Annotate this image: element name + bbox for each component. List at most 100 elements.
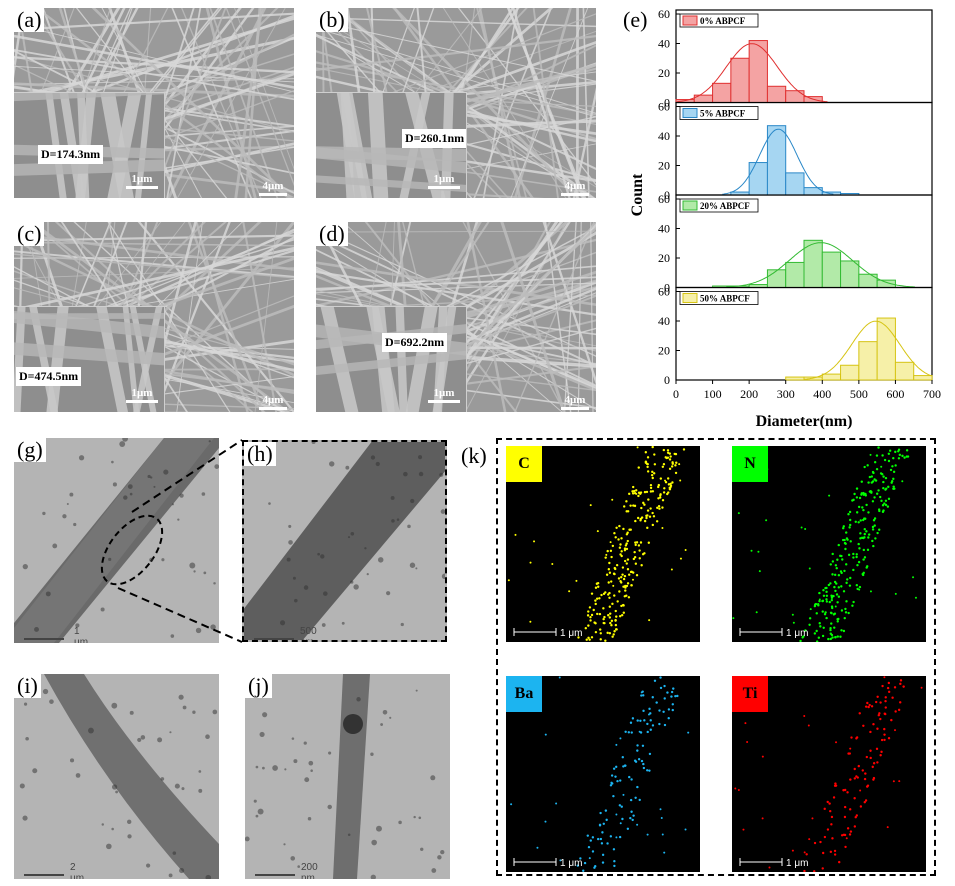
eds-scale-bar: 1 μm	[560, 628, 583, 639]
fit-curve	[722, 128, 834, 195]
histogram-bar	[821, 373, 842, 381]
panel-label: (c)	[14, 222, 45, 246]
sem-inset: D=692.2nm 1μm	[316, 306, 467, 412]
panel-label: (b)	[316, 8, 348, 32]
sem-panel-b: D=260.1nm 1μm 4μm (b)	[316, 8, 596, 198]
main-scale-bar: 4μm	[259, 394, 287, 410]
chart-panel-label: (e)	[623, 7, 648, 32]
eds-scale-bar: 1 μm	[786, 628, 809, 639]
histogram-bar	[858, 341, 878, 381]
x-tick-label: 100	[704, 387, 722, 401]
diameter-label: D=692.2nm	[382, 333, 448, 352]
main-scale-bar: 4μm	[561, 180, 589, 196]
main-scale-bar: 4μm	[561, 394, 589, 410]
tem-fiber	[14, 438, 219, 643]
eds-map-ti: Ti 1 μm	[732, 676, 926, 872]
sem-panel-a: D=174.3nm 1μm 4μm (a)	[14, 8, 294, 198]
y-tick-label: 40	[658, 314, 670, 328]
histogram-bar	[876, 317, 896, 381]
element-label-c: C	[506, 446, 542, 482]
x-tick-label: 600	[886, 387, 904, 401]
legend-entry: 0% ABPCF	[679, 13, 759, 28]
y-tick-label: 20	[658, 344, 670, 358]
histogram-bar	[730, 57, 750, 103]
element-label-ti: Ti	[732, 676, 768, 712]
svg-text:20% ABPCF: 20% ABPCF	[700, 201, 750, 211]
histogram-bar	[785, 172, 805, 196]
x-tick-label: 300	[777, 387, 795, 401]
fit-curve	[676, 43, 828, 103]
x-tick-label: 500	[850, 387, 868, 401]
histogram-bar	[913, 375, 933, 381]
x-tick-label: 0	[673, 387, 679, 401]
y-tick-label: 20	[658, 66, 670, 80]
y-tick-label: 0	[664, 281, 670, 295]
y-tick-label: 40	[658, 129, 670, 143]
panel-label: (h)	[244, 442, 276, 466]
eds-dots	[507, 446, 687, 642]
histogram-bar	[712, 82, 732, 103]
panel-label: (a)	[14, 8, 45, 32]
histogram-bar	[858, 273, 878, 289]
eds-map-ba: Ba 1 μm	[506, 676, 700, 872]
tem-panel-h: 500 nm (h)	[242, 440, 447, 642]
sem-inset-fibers	[316, 93, 466, 198]
sem-inset: D=474.5nm 1μm	[14, 306, 165, 412]
histogram-panel: 0 20 40 60 20% ABPCF	[658, 192, 933, 295]
histogram-bar	[766, 85, 787, 104]
sem-panel-c: D=474.5nm 1μm 4μm (c)	[14, 222, 294, 412]
tem-scale-bar: 500 nm	[254, 626, 317, 640]
eds-scale-bar: 1 μm	[560, 858, 583, 869]
tem-panel-i: 2 μm (i)	[14, 674, 219, 879]
y-tick-label: 0	[664, 188, 670, 202]
panel-label: (d)	[316, 222, 348, 246]
tem-panel-g: 1 μm (g)	[14, 438, 219, 643]
y-tick-label: 20	[658, 251, 670, 265]
panel-label: (i)	[14, 674, 41, 698]
y-tick-label: 60	[658, 7, 670, 21]
y-tick-label: 0	[664, 96, 670, 110]
panel-label: (j)	[245, 674, 272, 698]
diameter-label: D=174.3nm	[38, 145, 104, 164]
inset-scale-bar: 1μm	[126, 173, 158, 189]
histogram-panel: 0 20 40 60 0% ABPCF	[658, 7, 933, 110]
histogram-bar	[821, 251, 842, 289]
eds-dots	[510, 676, 690, 872]
histogram-panel: 0 20 40 60 50% ABPCF	[658, 285, 933, 387]
tem-fiber	[245, 674, 445, 879]
element-label-n: N	[732, 446, 768, 482]
histogram-bar	[748, 40, 768, 103]
inset-scale-bar: 1μm	[428, 387, 460, 403]
eds-map-n: N 1 μm	[732, 446, 926, 642]
diameter-label: D=260.1nm	[402, 129, 466, 148]
inset-scale-bar: 1μm	[428, 173, 460, 189]
svg-text:5% ABPCF: 5% ABPCF	[700, 109, 746, 119]
svg-text:50% ABPCF: 50% ABPCF	[700, 294, 750, 304]
y-tick-label: 60	[658, 192, 670, 206]
diameter-histogram-chart: 0 20 40 60 0% ABPCF 0 20 40 60 5% ABPCF 0 20 40 60 20%…	[629, 7, 941, 430]
element-label-ba: Ba	[506, 676, 542, 712]
y-tick-label: 20	[658, 159, 670, 173]
histogram-bar	[840, 364, 860, 381]
y-tick-label: 60	[658, 100, 670, 114]
tem-fiber	[244, 442, 445, 640]
y-axis-label: Count	[629, 173, 646, 216]
eds-panel-label: (k)	[458, 444, 490, 468]
histogram-panel: 0 20 40 60 5% ABPCF	[658, 100, 933, 202]
eds-map-c: C 1 μm	[506, 446, 700, 642]
tem-scale-bar: 2 μm	[24, 862, 84, 879]
histogram-bar	[840, 260, 860, 289]
fit-curve	[803, 320, 932, 380]
histogram-bar	[766, 125, 787, 196]
x-tick-label: 400	[813, 387, 831, 401]
histogram-bar	[785, 90, 805, 103]
x-axis-label: Diameter(nm)	[756, 413, 853, 430]
tem-panel-j: 200 nm (j)	[245, 674, 450, 879]
sem-panel-d: D=692.2nm 1μm 4μm (d)	[316, 222, 596, 412]
x-tick-label: 700	[923, 387, 941, 401]
panel-label: (g)	[14, 438, 46, 462]
histogram-bar	[785, 261, 805, 288]
legend-entry: 50% ABPCF	[679, 291, 759, 305]
tem-scale-bar: 1 μm	[24, 626, 88, 643]
eds-dots	[732, 446, 917, 642]
